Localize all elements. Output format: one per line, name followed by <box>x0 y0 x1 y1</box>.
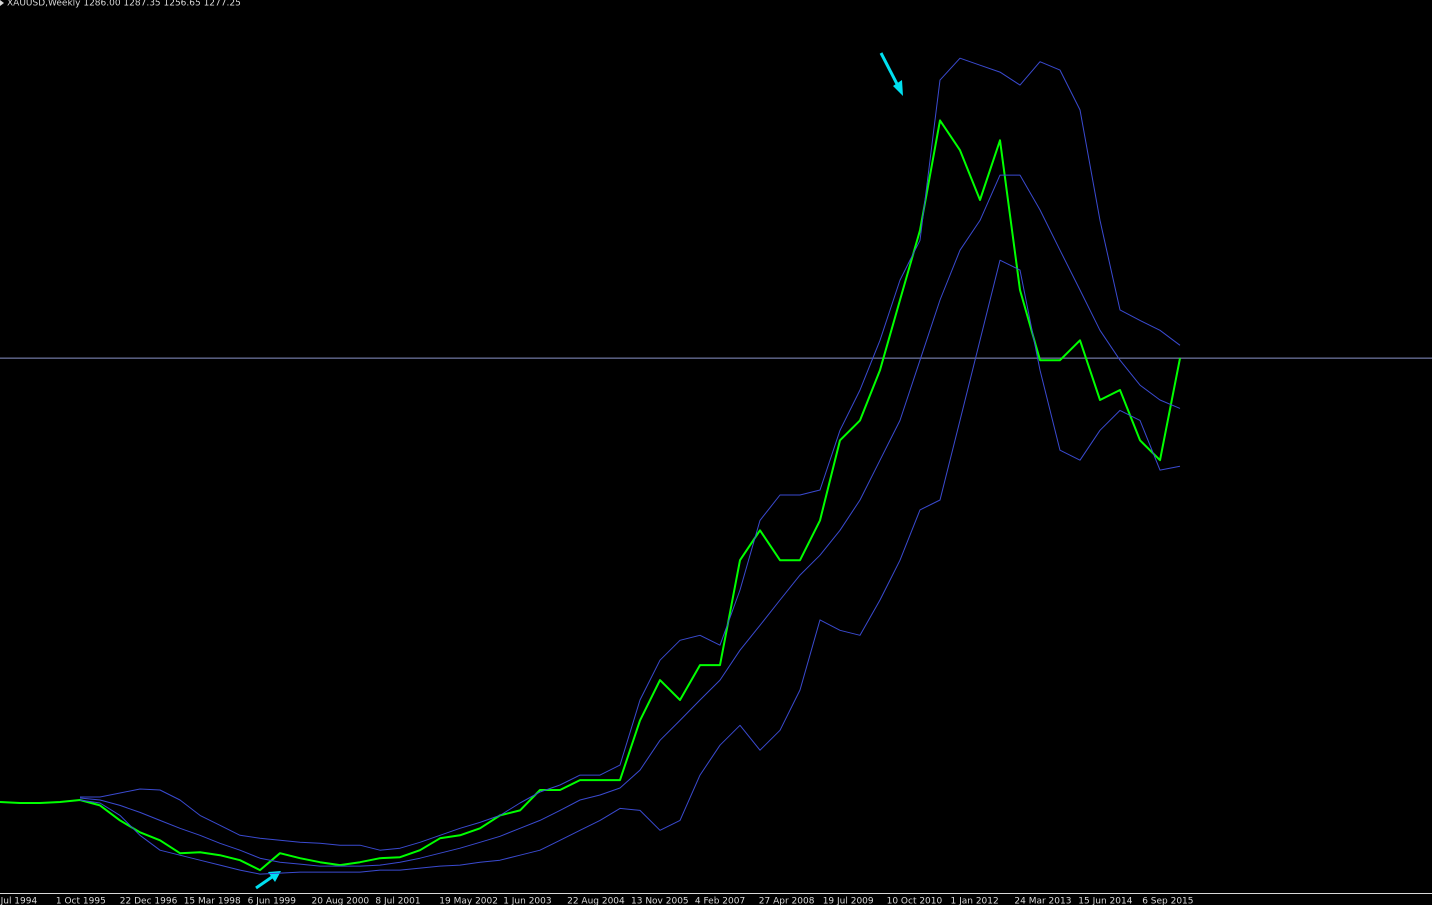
x-tick-label: 4 Feb 2007 <box>695 897 745 905</box>
x-tick-label: 1 Oct 1995 <box>56 897 106 905</box>
x-tick-label: 15 Jun 2014 <box>1078 897 1132 905</box>
x-tick-label: 8 Jul 2001 <box>375 897 420 905</box>
arrow-top <box>879 52 903 96</box>
band-line <box>80 57 1181 851</box>
chart-title: XAUUSD,Weekly 1286.00 1287.35 1256.65 12… <box>7 0 241 9</box>
x-tick-label: 19 Jul 2009 <box>823 897 874 905</box>
x-tick-label: 1 Jun 2003 <box>503 897 551 905</box>
x-tick-label: 27 Apr 2008 <box>759 897 815 905</box>
x-tick-label: 20 Aug 2000 <box>312 897 370 905</box>
x-tick-label: 22 Dec 1996 <box>120 897 178 905</box>
x-tick-label: 15 Mar 1998 <box>184 897 241 905</box>
x-tick-label: 22 Aug 2004 <box>567 897 625 905</box>
x-tick-label: 10 Oct 2010 <box>887 897 943 905</box>
x-tick-label: 6 Sep 2015 <box>1142 897 1193 905</box>
x-tick-label: 24 Mar 2013 <box>1014 897 1071 905</box>
band-line <box>79 174 1181 867</box>
band-line <box>79 259 1181 875</box>
x-tick-label: 6 Jun 1999 <box>248 897 297 905</box>
x-tick-label: 19 May 2002 <box>439 897 498 905</box>
title-marker <box>0 0 4 6</box>
x-tick-label: 1 Jul 1994 <box>0 897 37 905</box>
x-tick-label: 1 Jan 2012 <box>951 897 999 905</box>
x-tick-label: 13 Nov 2005 <box>631 897 689 905</box>
price-series <box>0 119 1181 872</box>
